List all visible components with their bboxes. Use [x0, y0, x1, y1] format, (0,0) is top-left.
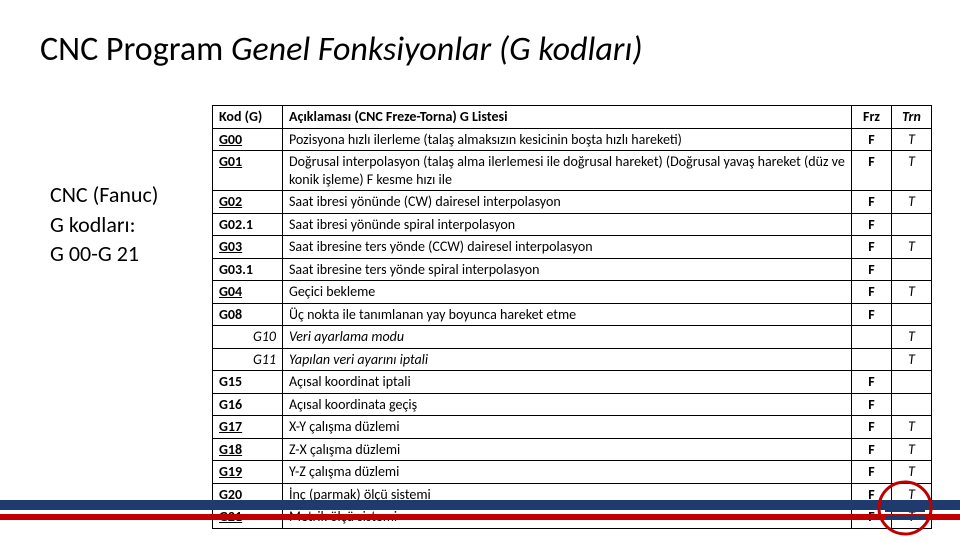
table-row: G02.1Saat ibresi yönünde spiral interpol… [213, 213, 932, 236]
table-row: G15Açısal koordinat iptaliF [213, 371, 932, 394]
cell-trn: T [892, 438, 932, 461]
cell-code: G15 [213, 371, 283, 394]
cell-code: G18 [213, 438, 283, 461]
cell-desc: Veri ayarlama modu [283, 326, 852, 349]
cell-frz: F [852, 236, 892, 259]
side-note-line: G 00-G 21 [50, 239, 158, 269]
cell-code: G00 [213, 128, 283, 151]
table-row: G08Üç nokta ile tanımlanan yay boyunca h… [213, 303, 932, 326]
table-row: G11Yapılan veri ayarını iptali T [213, 348, 932, 371]
cell-frz: F [852, 438, 892, 461]
cell-trn [892, 213, 932, 236]
table-row: G17X-Y çalışma düzlemiFT [213, 416, 932, 439]
cell-frz: F [852, 281, 892, 304]
table-row: G00Pozisyona hızlı ilerleme (talaş almak… [213, 128, 932, 151]
cell-code: G08 [213, 303, 283, 326]
cell-desc: Geçici bekleme [283, 281, 852, 304]
cell-trn [892, 258, 932, 281]
cell-desc: Doğrusal interpolasyon (talaş alma ilerl… [283, 151, 852, 191]
cell-trn [892, 371, 932, 394]
cell-frz: F [852, 371, 892, 394]
cell-code: G03.1 [213, 258, 283, 281]
cell-trn [892, 393, 932, 416]
title-italic: Genel Fonksiyonlar (G kodları) [231, 29, 643, 70]
cell-desc: Yapılan veri ayarını iptali [283, 348, 852, 371]
header-frz: Frz [852, 106, 892, 129]
cell-desc: Saat ibresi yönünde spiral interpolasyon [283, 213, 852, 236]
cell-frz: F [852, 213, 892, 236]
header-trn: Trn [892, 106, 932, 129]
cell-desc: Açısal koordinat iptali [283, 371, 852, 394]
page-title: CNC Program Genel Fonksiyonlar (G kodlar… [40, 30, 920, 71]
header-desc: Açıklaması (CNC Freze-Torna) G Listesi [283, 106, 852, 129]
cell-code: G02.1 [213, 213, 283, 236]
logo [865, 478, 945, 538]
table-row: G02Saat ibresi yönünde (CW) dairesel int… [213, 191, 932, 214]
cell-trn: T [892, 236, 932, 259]
side-note: CNC (Fanuc) G kodları: G 00-G 21 [50, 180, 158, 269]
cell-frz: F [852, 303, 892, 326]
cell-trn: T [892, 281, 932, 304]
table-header-row: Kod (G) Açıklaması (CNC Freze-Torna) G L… [213, 106, 932, 129]
cell-code: G10 [213, 326, 283, 349]
cell-frz: F [852, 416, 892, 439]
cell-frz: F [852, 128, 892, 151]
footer-bar [0, 500, 960, 540]
cell-trn: T [892, 191, 932, 214]
title-area: CNC Program Genel Fonksiyonlar (G kodlar… [0, 0, 960, 81]
title-prefix: CNC Program [40, 29, 231, 70]
table-row: G04Geçici beklemeFT [213, 281, 932, 304]
table-row: G03Saat ibresine ters yönde (CCW) daires… [213, 236, 932, 259]
footer-bar-bottom [0, 514, 960, 520]
cell-desc: Y-Z çalışma düzlemi [283, 461, 852, 484]
table-row: G18Z-X çalışma düzlemiFT [213, 438, 932, 461]
cell-frz [852, 348, 892, 371]
cell-frz: F [852, 393, 892, 416]
cell-trn: T [892, 151, 932, 191]
cell-code: G17 [213, 416, 283, 439]
cell-code: G11 [213, 348, 283, 371]
table-row: G10Veri ayarlama modu T [213, 326, 932, 349]
cell-desc: X-Y çalışma düzlemi [283, 416, 852, 439]
cell-frz: F [852, 258, 892, 281]
header-code: Kod (G) [213, 106, 283, 129]
cell-frz: F [852, 191, 892, 214]
cell-code: G02 [213, 191, 283, 214]
side-note-line: G kodları: [50, 210, 158, 240]
cell-desc: Üç nokta ile tanımlanan yay boyunca hare… [283, 303, 852, 326]
cell-desc: Saat ibresine ters yönde (CCW) dairesel … [283, 236, 852, 259]
cell-trn: T [892, 326, 932, 349]
side-note-line: CNC (Fanuc) [50, 180, 158, 210]
cell-trn [892, 303, 932, 326]
cell-desc: Z-X çalışma düzlemi [283, 438, 852, 461]
table-row: G03.1Saat ibresine ters yönde spiral int… [213, 258, 932, 281]
cell-frz: F [852, 151, 892, 191]
table-row: G19Y-Z çalışma düzlemiFT [213, 461, 932, 484]
gcode-table-wrap: Kod (G) Açıklaması (CNC Freze-Torna) G L… [212, 105, 932, 529]
cell-trn: T [892, 128, 932, 151]
cell-code: G04 [213, 281, 283, 304]
table-body: G00Pozisyona hızlı ilerleme (talaş almak… [213, 128, 932, 528]
cell-frz [852, 326, 892, 349]
cell-code: G01 [213, 151, 283, 191]
cell-desc: Saat ibresi yönünde (CW) dairesel interp… [283, 191, 852, 214]
cell-desc: Açısal koordinata geçiş [283, 393, 852, 416]
cell-code: G03 [213, 236, 283, 259]
table-row: G01Doğrusal interpolasyon (talaş alma il… [213, 151, 932, 191]
cell-desc: Saat ibresine ters yönde spiral interpol… [283, 258, 852, 281]
cell-desc: Pozisyona hızlı ilerleme (talaş almaksız… [283, 128, 852, 151]
cell-code: G19 [213, 461, 283, 484]
cell-trn: T [892, 416, 932, 439]
table-row: G16Açısal koordinata geçişF [213, 393, 932, 416]
cell-trn: T [892, 348, 932, 371]
cell-code: G16 [213, 393, 283, 416]
gcode-table: Kod (G) Açıklaması (CNC Freze-Torna) G L… [212, 105, 932, 529]
footer-bar-top [0, 500, 960, 510]
